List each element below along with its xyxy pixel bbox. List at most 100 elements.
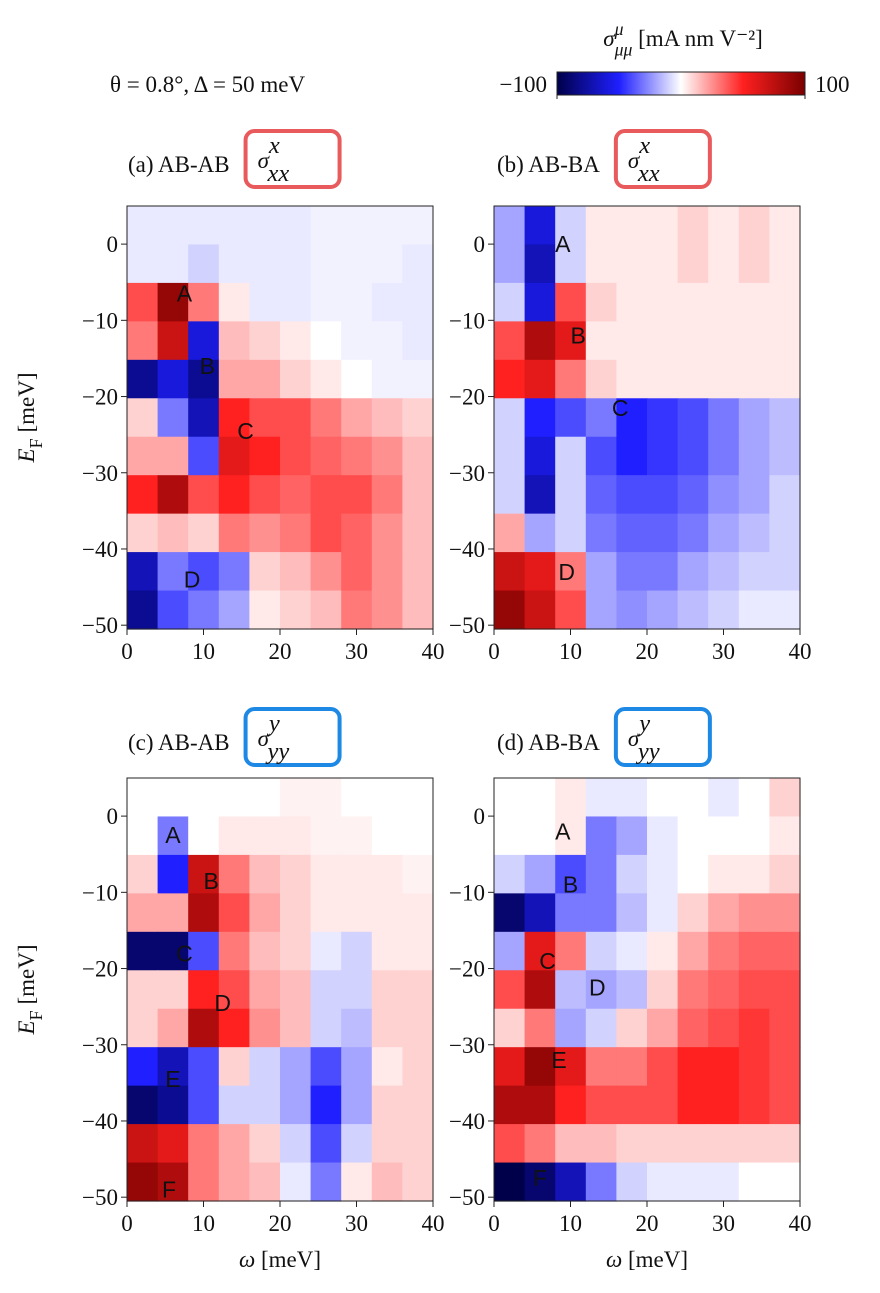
heatmap-cell bbox=[280, 206, 312, 246]
heatmap-cell bbox=[524, 359, 556, 399]
heatmap-cell bbox=[341, 475, 373, 515]
heatmap-cell bbox=[402, 931, 434, 971]
heatmap-cell bbox=[249, 816, 281, 856]
x-tick-label: 30 bbox=[345, 1211, 368, 1236]
heatmap-cell bbox=[280, 778, 312, 818]
heatmap-cell bbox=[402, 398, 434, 438]
y-tick-label: 0 bbox=[107, 804, 119, 829]
heatmap-cell bbox=[371, 513, 403, 553]
heatmap-cell bbox=[249, 931, 281, 971]
heatmap-cell bbox=[647, 359, 679, 399]
heatmap-cell bbox=[647, 1162, 679, 1202]
heatmap-cell bbox=[249, 1085, 281, 1125]
heatmap-cell bbox=[127, 398, 159, 438]
heatmap-cell bbox=[677, 1162, 709, 1202]
heatmap-cell bbox=[585, 1047, 617, 1087]
annotation: B bbox=[563, 872, 578, 898]
heatmap-cell bbox=[218, 1008, 250, 1048]
heatmap-cell bbox=[249, 1162, 281, 1202]
heatmap-cell bbox=[769, 513, 801, 553]
heatmap-cell bbox=[280, 1124, 312, 1164]
heatmap-cell bbox=[188, 359, 220, 399]
heatmap-cell bbox=[677, 854, 709, 894]
heatmap-cell bbox=[769, 244, 801, 284]
heatmap-cell bbox=[708, 513, 740, 553]
heatmap-cell bbox=[157, 854, 189, 894]
heatmap-cell bbox=[127, 513, 159, 553]
heatmap-cell bbox=[494, 970, 526, 1010]
heatmap-cell bbox=[280, 282, 312, 322]
heatmap-cell bbox=[127, 1162, 159, 1202]
heatmap-cell bbox=[341, 244, 373, 284]
heatmap-cell bbox=[738, 513, 770, 553]
panel-title: (a) AB-AB bbox=[128, 152, 230, 177]
heatmap-cell bbox=[738, 244, 770, 284]
heatmap-cell bbox=[585, 244, 617, 284]
heatmap-cell bbox=[188, 816, 220, 856]
heatmap-cell bbox=[647, 1008, 679, 1048]
heatmap-cell bbox=[371, 359, 403, 399]
heatmap-cell bbox=[708, 282, 740, 322]
heatmap-cell bbox=[524, 206, 556, 246]
annotation: D bbox=[589, 975, 606, 1001]
heatmap-cell bbox=[555, 970, 587, 1010]
heatmap-cell bbox=[677, 778, 709, 818]
heatmap-cell bbox=[280, 321, 312, 361]
heatmap-cell bbox=[371, 1085, 403, 1125]
annotation: F bbox=[533, 1165, 547, 1191]
heatmap-cell bbox=[494, 590, 526, 630]
heatmap-cell bbox=[555, 206, 587, 246]
heatmap-cell bbox=[555, 282, 587, 322]
heatmap-cell bbox=[555, 893, 587, 933]
heatmap-cell bbox=[127, 1047, 159, 1087]
heatmap-cell bbox=[677, 1008, 709, 1048]
heatmap-cell bbox=[218, 475, 250, 515]
heatmap-cell bbox=[524, 816, 556, 856]
heatmap-cell bbox=[127, 893, 159, 933]
heatmap-cell bbox=[341, 1047, 373, 1087]
heatmap-cell bbox=[310, 244, 342, 284]
symbol: ω bbox=[606, 1247, 622, 1272]
heatmap-cell bbox=[738, 1124, 770, 1164]
heatmap-cell bbox=[555, 854, 587, 894]
heatmap-cell bbox=[310, 552, 342, 592]
heatmap-cell bbox=[188, 244, 220, 284]
heatmap-cell bbox=[616, 1124, 648, 1164]
heatmap-cell bbox=[249, 1047, 281, 1087]
y-tick-label: −10 bbox=[82, 880, 118, 905]
heatmap-cell bbox=[494, 436, 526, 476]
heatmap-cell bbox=[280, 931, 312, 971]
heatmap-cell bbox=[494, 513, 526, 553]
heatmap-cell bbox=[524, 1008, 556, 1048]
heatmap-cell bbox=[738, 816, 770, 856]
heatmap-cell bbox=[494, 931, 526, 971]
symbol: E bbox=[14, 1020, 39, 1035]
heatmap-cell bbox=[769, 970, 801, 1010]
heatmap-cell bbox=[188, 475, 220, 515]
heatmap-cell bbox=[341, 816, 373, 856]
heatmap-cell bbox=[769, 816, 801, 856]
heatmap-cell bbox=[402, 436, 434, 476]
heatmap-cell bbox=[341, 893, 373, 933]
heatmap-cell bbox=[157, 1008, 189, 1048]
heatmap-cell bbox=[249, 359, 281, 399]
heatmap-cell bbox=[616, 282, 648, 322]
heatmap-cell bbox=[310, 321, 342, 361]
heatmap-cell bbox=[677, 321, 709, 361]
heatmap-cell bbox=[769, 778, 801, 818]
heatmap-cell bbox=[218, 206, 250, 246]
heatmap-cell bbox=[647, 398, 679, 438]
quantity-box bbox=[243, 707, 342, 767]
heatmap-cell bbox=[494, 321, 526, 361]
heatmap-cell bbox=[310, 931, 342, 971]
heatmap-cell bbox=[341, 206, 373, 246]
heatmap-cell bbox=[402, 893, 434, 933]
heatmap-cell bbox=[708, 1085, 740, 1125]
heatmap-cell bbox=[218, 1085, 250, 1125]
annotation: A bbox=[165, 822, 181, 848]
heatmap-cell bbox=[708, 552, 740, 592]
heatmap-cell bbox=[585, 816, 617, 856]
heatmap-cell bbox=[585, 282, 617, 322]
heatmap-cell bbox=[647, 931, 679, 971]
heatmap-cell bbox=[708, 359, 740, 399]
